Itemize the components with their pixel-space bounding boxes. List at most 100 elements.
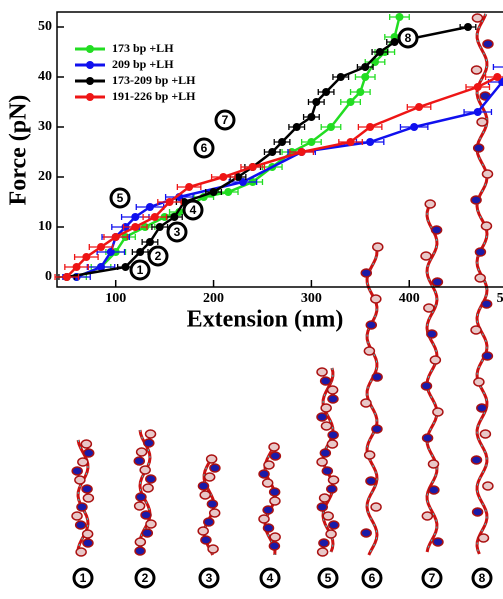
annotation-circle xyxy=(182,199,204,221)
nucleosome xyxy=(262,505,274,515)
nucleosome xyxy=(263,460,275,470)
nucleosome xyxy=(197,481,210,491)
y-tick-label: 0 xyxy=(45,269,52,284)
nucleosome xyxy=(432,407,444,417)
data-point xyxy=(326,123,335,131)
nucleosome xyxy=(209,463,221,473)
nucleosome xyxy=(430,225,443,235)
data-point xyxy=(395,13,404,21)
nucleosome xyxy=(372,242,384,252)
nucleosome xyxy=(316,412,328,422)
data-point xyxy=(165,198,174,206)
y-axis-label: Force (pN) xyxy=(6,95,32,206)
nucleosome xyxy=(199,490,211,500)
nucleosome xyxy=(360,398,372,408)
legend-label: 173 bp +LH xyxy=(112,41,174,55)
nucleosome xyxy=(476,117,488,127)
nucleosome xyxy=(371,424,383,434)
nucleosome xyxy=(322,511,334,521)
nucleosome xyxy=(206,499,219,509)
nucleosome xyxy=(268,487,281,497)
nucleosome xyxy=(431,277,444,287)
data-point xyxy=(209,188,218,196)
x-tick-label: 100 xyxy=(105,291,126,306)
nucleosome xyxy=(203,472,216,482)
annotation: 1 xyxy=(137,263,144,277)
data-point xyxy=(346,98,355,106)
nucleosome xyxy=(316,367,328,377)
nucleosome xyxy=(474,273,486,283)
nucleosome xyxy=(426,329,438,339)
annotation-circle xyxy=(397,27,419,49)
nucleosome xyxy=(427,459,440,469)
plot-frame xyxy=(56,11,503,288)
data-point xyxy=(415,103,424,111)
nucleosome xyxy=(476,403,488,413)
data-point xyxy=(145,203,154,211)
nucleosome xyxy=(258,469,270,479)
nucleosome xyxy=(319,448,332,458)
x-tick-label: 500 xyxy=(497,291,503,306)
structure-label: 2 xyxy=(142,571,149,585)
data-point xyxy=(238,178,247,186)
nucleosome xyxy=(145,474,157,484)
linker xyxy=(426,199,438,553)
nucleosome xyxy=(77,457,89,467)
x-axis-label: Extension (nm) xyxy=(187,307,344,333)
data-point xyxy=(473,108,482,116)
data-point xyxy=(97,263,106,271)
data-point xyxy=(150,213,159,221)
nucleosome xyxy=(74,520,87,530)
annotation-circle xyxy=(129,259,151,281)
nucleosome xyxy=(327,394,339,404)
legend-label: 173-209 bp +LH xyxy=(112,73,196,87)
nucleosome xyxy=(470,325,482,335)
nucleosome xyxy=(268,541,281,551)
y-tick-label: 10 xyxy=(38,219,52,234)
x-tick-label: 400 xyxy=(399,291,420,306)
legend-marker xyxy=(86,93,94,101)
annotation-circle xyxy=(214,109,236,131)
annotation: 5 xyxy=(117,191,124,205)
y-tick-label: 40 xyxy=(38,69,52,84)
nucleosome xyxy=(326,439,339,449)
data-point xyxy=(493,73,502,81)
label-circle xyxy=(134,567,156,589)
nucleosome xyxy=(320,403,332,413)
nucleosome xyxy=(133,456,146,466)
structure-label: 5 xyxy=(325,571,332,585)
nucleosome xyxy=(370,502,382,512)
data-point xyxy=(356,88,365,96)
nucleosome xyxy=(258,514,270,524)
data-point xyxy=(322,88,331,96)
structure-label: 3 xyxy=(206,571,213,585)
data-point xyxy=(62,273,71,281)
y-tick-label: 20 xyxy=(38,169,52,184)
nucleosome xyxy=(320,421,333,431)
nucleosome xyxy=(477,533,490,543)
nucleosome xyxy=(75,547,87,557)
series-line xyxy=(65,75,498,278)
nucleosome xyxy=(421,433,434,443)
nucleosome xyxy=(327,430,339,440)
data-point xyxy=(366,138,375,146)
nucleosome xyxy=(261,478,274,488)
nucleosome xyxy=(318,538,330,548)
data-point xyxy=(346,138,355,146)
data-point xyxy=(136,248,145,256)
nucleosome xyxy=(140,510,152,520)
structure-label: 6 xyxy=(369,571,376,585)
nucleosome xyxy=(316,502,329,512)
nucleosome xyxy=(81,529,94,539)
data-point xyxy=(410,123,419,131)
nucleosome xyxy=(432,537,444,547)
nucleosome xyxy=(82,538,94,548)
nucleosome xyxy=(205,454,218,464)
label-circle xyxy=(421,567,443,589)
nucleosome xyxy=(365,320,378,330)
annotation-circle xyxy=(109,187,131,209)
nucleosome xyxy=(480,299,493,309)
data-point xyxy=(375,48,384,56)
nucleosome xyxy=(363,346,376,356)
